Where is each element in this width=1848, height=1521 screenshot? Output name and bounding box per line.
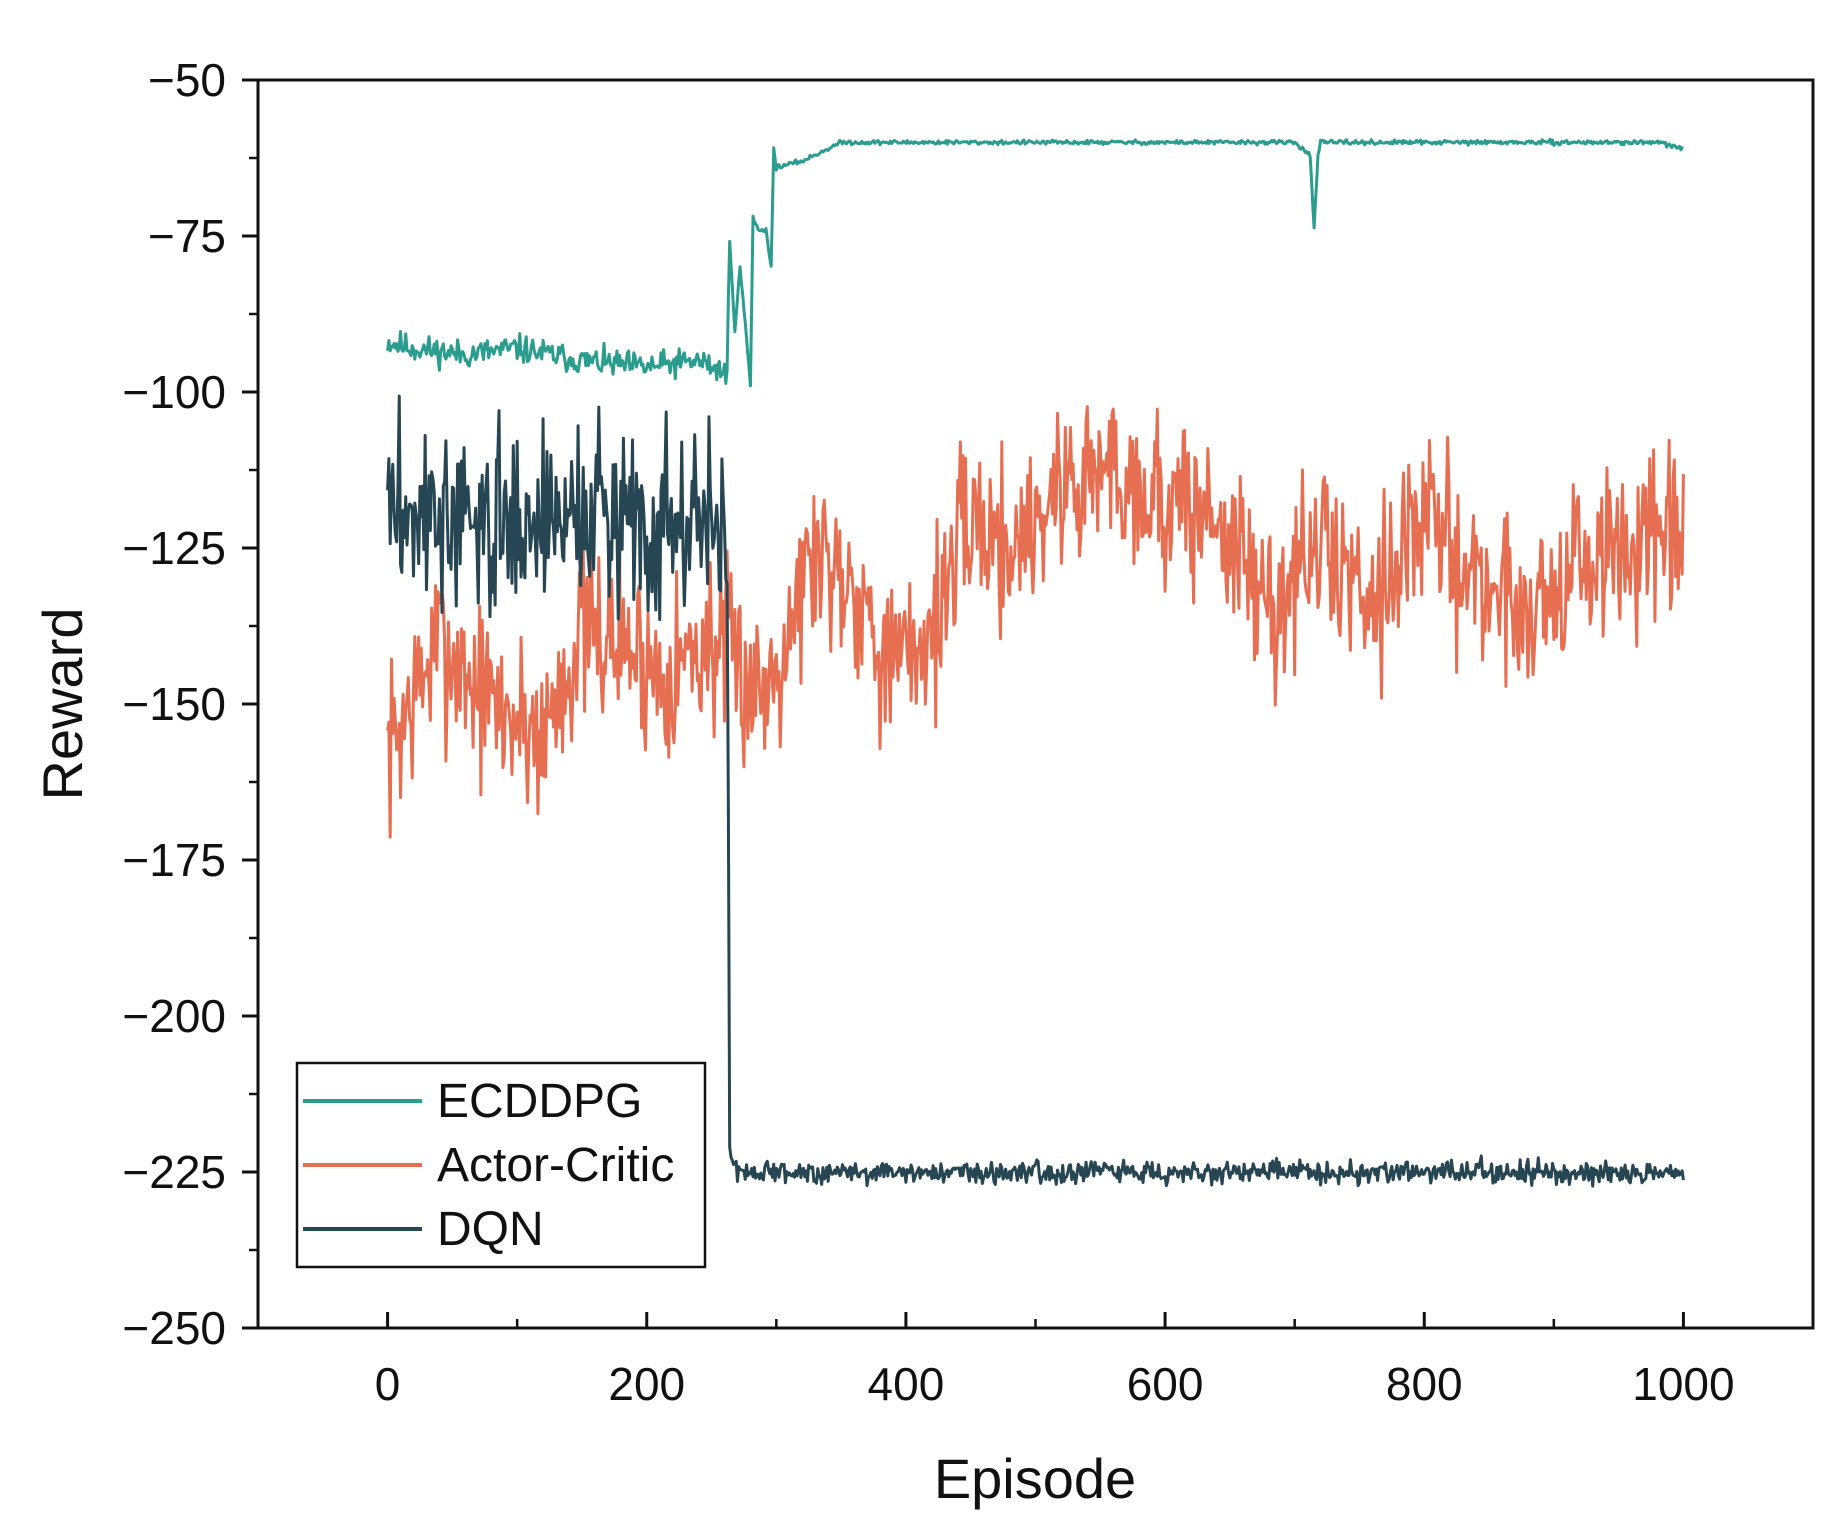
y-tick-label: −175 [122, 834, 226, 886]
series-line-dqn [386, 394, 1685, 1188]
legend-label-dqn: DQN [437, 1203, 544, 1256]
x-tick-label: 800 [1386, 1358, 1463, 1410]
x-axis-title: Episode [934, 1447, 1136, 1510]
x-tick-label: 0 [375, 1358, 401, 1410]
y-tick-label: −150 [122, 678, 226, 730]
x-axis-ticks: 0 200 400 600 800 1000 [256, 1312, 1815, 1410]
y-tick-label: −100 [122, 366, 226, 418]
series-layer [386, 137, 1685, 1188]
y-axis-ticks: −50 −75 −100 −125 −150 −175 −200 −225 −250 [122, 54, 258, 1354]
y-tick-label: −225 [122, 1146, 226, 1198]
x-tick-label: 600 [1127, 1358, 1204, 1410]
y-tick-label: −50 [148, 54, 226, 106]
y-tick-label: −75 [148, 210, 226, 262]
y-axis-title: Reward [31, 608, 94, 801]
series-line-ecddpg [386, 137, 1684, 388]
legend-label-actor-critic: Actor-Critic [437, 1139, 674, 1192]
y-tick-label: −200 [122, 990, 226, 1042]
legend: ECDDPG Actor-Critic DQN [295, 1061, 707, 1269]
x-tick-label: 1000 [1632, 1358, 1734, 1410]
legend-label-ecddpg: ECDDPG [437, 1075, 642, 1128]
series-line-actor-critic [386, 405, 1685, 839]
x-tick-label: 400 [868, 1358, 945, 1410]
y-tick-label: −250 [122, 1302, 226, 1354]
x-tick-label: 200 [608, 1358, 685, 1410]
y-tick-label: −125 [122, 522, 226, 574]
